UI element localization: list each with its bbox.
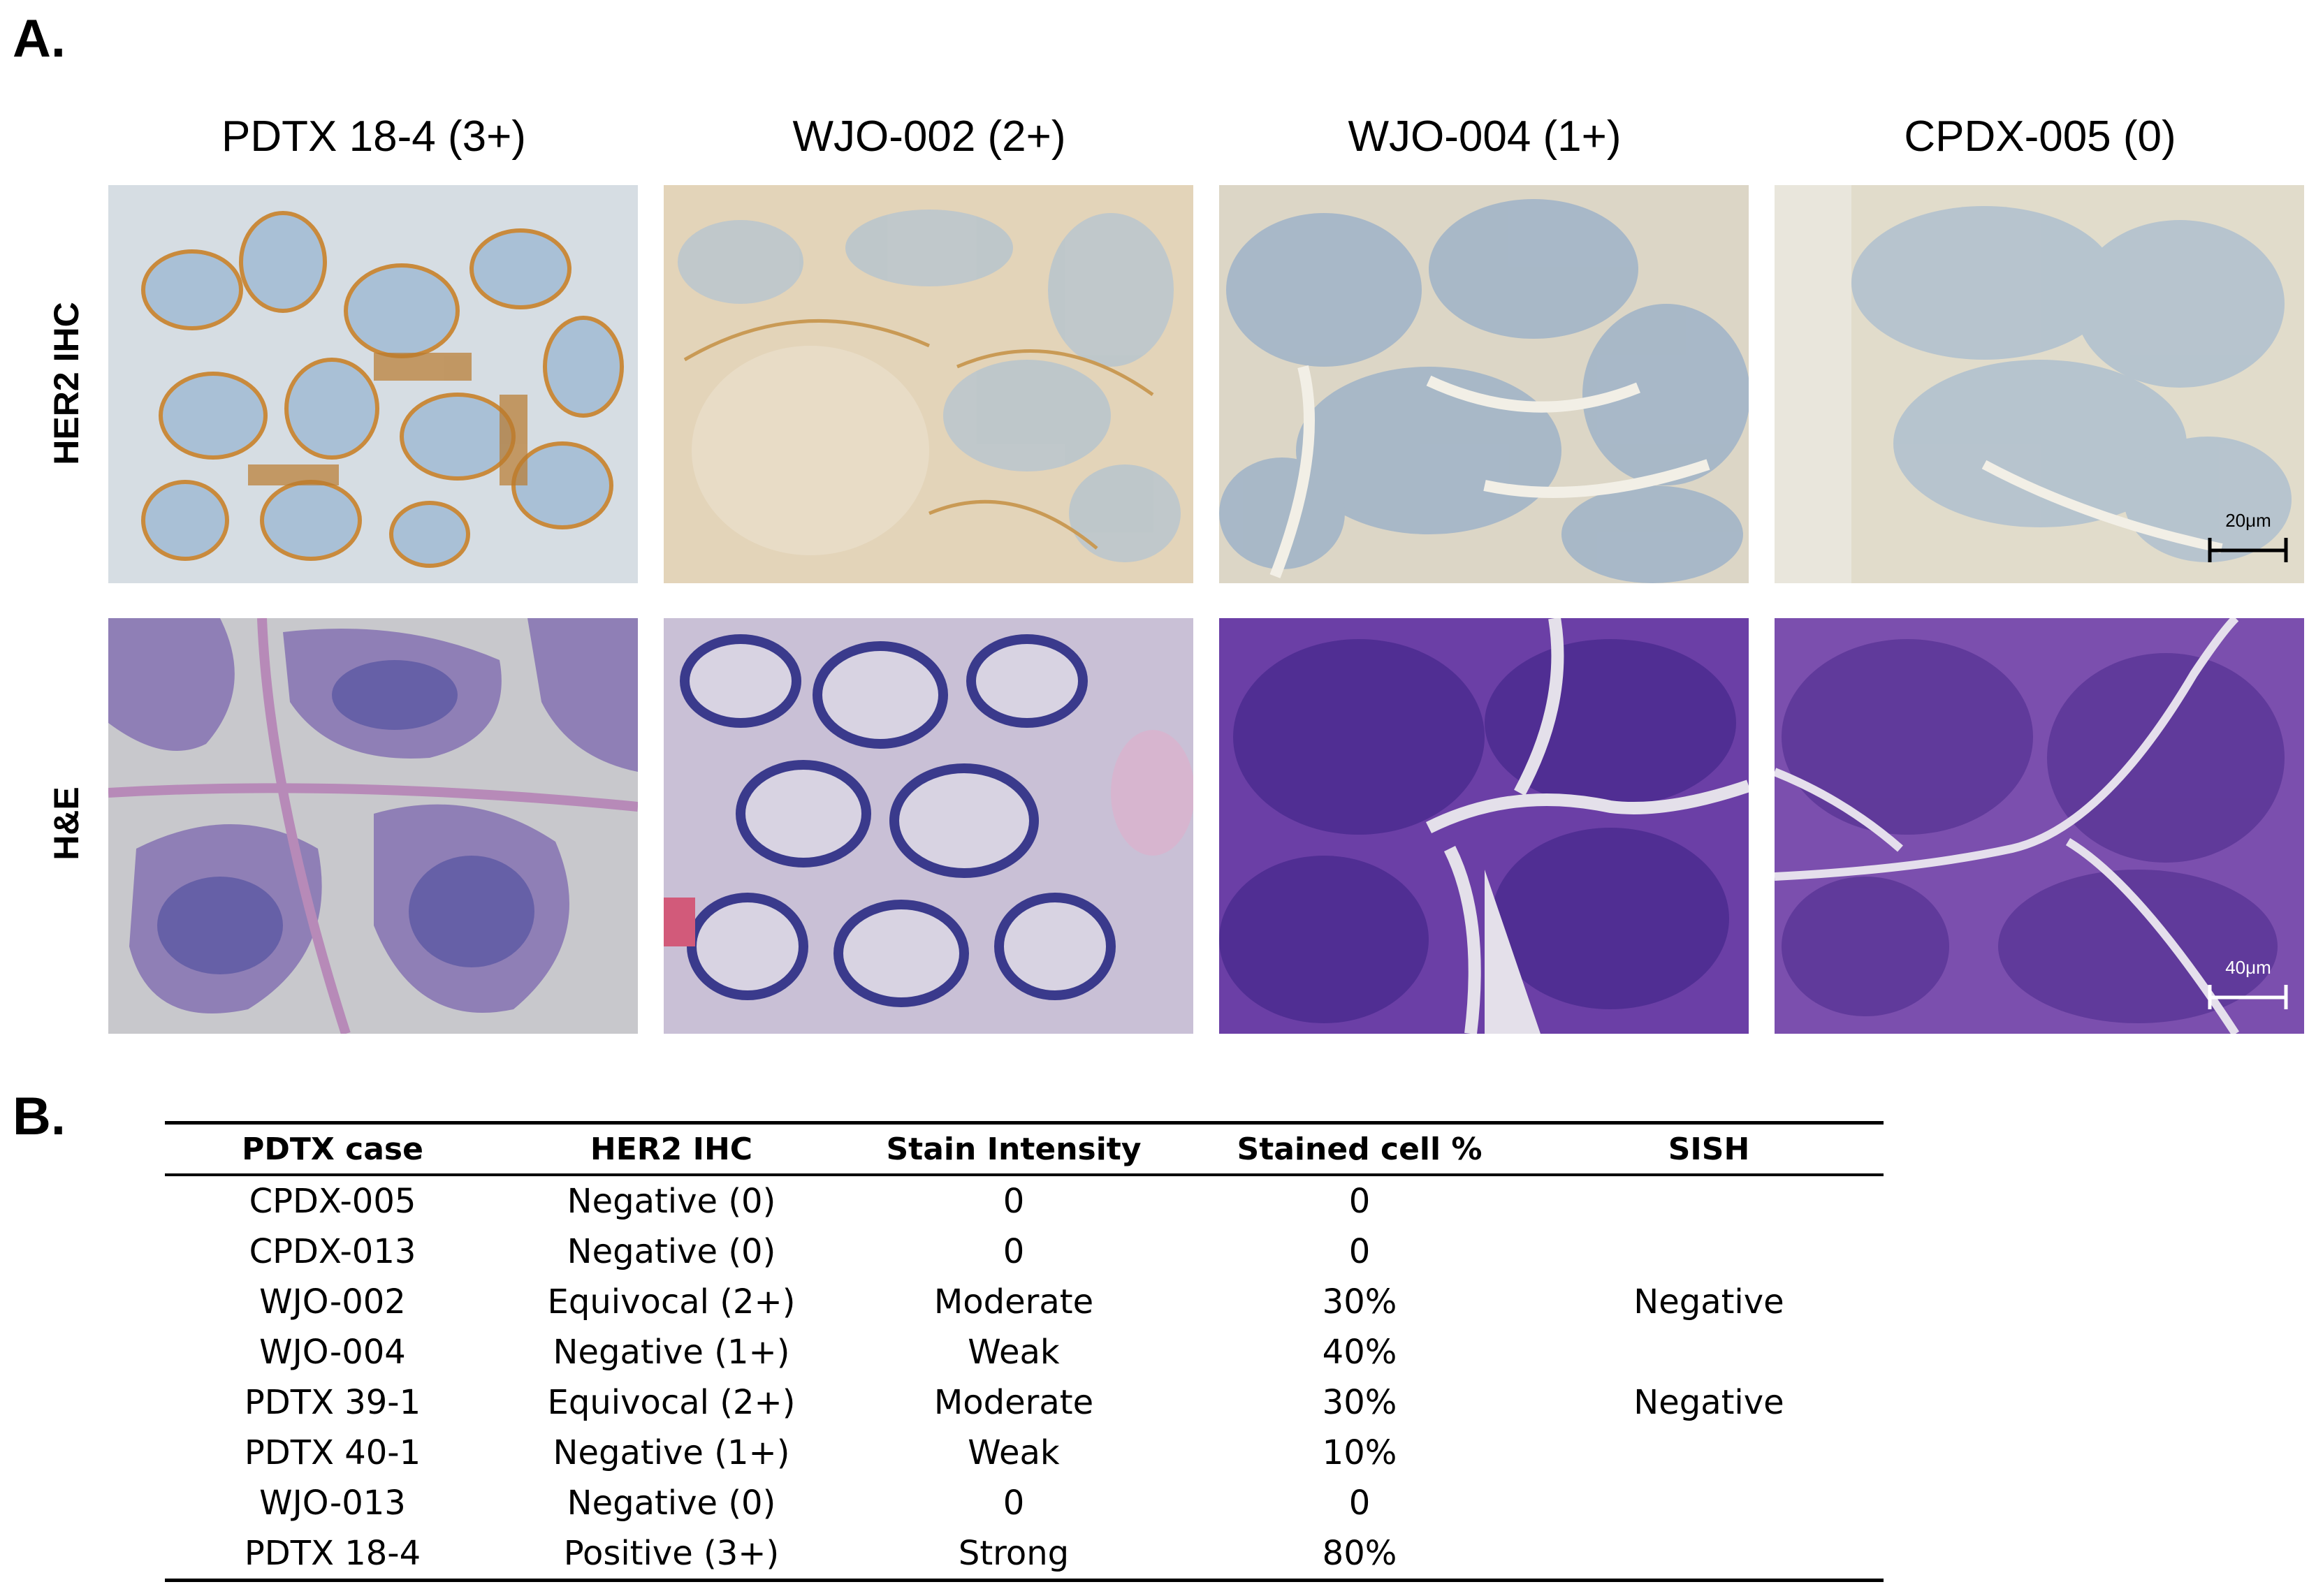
- her2-summary-table: PDTX case HER2 IHC Stain Intensity Stain…: [165, 1121, 1884, 1582]
- micrograph-ihc-wjo-002: [664, 185, 1193, 583]
- row-label-he: H&E: [47, 786, 86, 861]
- micrograph-ihc-cpdx-005: [1775, 185, 2304, 583]
- panel-b-label: B.: [13, 1087, 66, 1146]
- table-bottom-rule: [165, 1579, 1884, 1582]
- header-sish: SISH: [1668, 1131, 1750, 1167]
- cell-intensity: Moderate: [933, 1383, 1094, 1422]
- cell-her2-ihc: Negative (0): [567, 1182, 776, 1221]
- cell-her2-ihc: Negative (1+): [553, 1433, 790, 1472]
- cell-stained-pct: 30%: [1322, 1282, 1397, 1322]
- table-row: CPDX-005 Negative (0) 0 0: [165, 1176, 1884, 1227]
- column-header-cpdx-005: CPDX-005 (0): [1904, 112, 2176, 161]
- cell-case: PDTX 40-1: [244, 1433, 421, 1472]
- cell-stained-pct: 0: [1348, 1232, 1371, 1271]
- cell-her2-ihc: Negative (0): [567, 1232, 776, 1271]
- cell-case: WJO-002: [259, 1282, 406, 1322]
- cell-intensity: Weak: [968, 1333, 1060, 1372]
- micrograph-he-wjo-002: [664, 618, 1193, 1034]
- panel-a-label: A.: [13, 9, 66, 68]
- cell-her2-ihc: Negative (0): [567, 1484, 776, 1523]
- table-row: WJO-004 Negative (1+) Weak 40%: [165, 1327, 1884, 1377]
- cell-her2-ihc: Negative (1+): [553, 1333, 790, 1372]
- cell-stained-pct: 30%: [1322, 1383, 1397, 1422]
- header-stain-intensity: Stain Intensity: [886, 1131, 1142, 1167]
- micrograph-he-wjo-004: [1219, 618, 1749, 1034]
- header-pdtx-case: PDTX case: [242, 1131, 423, 1167]
- scale-bar-ihc: 20μm: [2208, 510, 2288, 566]
- cell-intensity: Strong: [958, 1534, 1070, 1573]
- cell-case: CPDX-013: [249, 1232, 416, 1271]
- cell-intensity: 0: [1003, 1232, 1025, 1271]
- table-row: CPDX-013 Negative (0) 0 0: [165, 1227, 1884, 1277]
- cell-case: PDTX 18-4: [244, 1534, 421, 1573]
- table-top-rule: [165, 1121, 1884, 1125]
- header-her2-ihc: HER2 IHC: [590, 1131, 753, 1167]
- cell-sish: Negative: [1633, 1282, 1784, 1322]
- cell-case: WJO-013: [259, 1484, 406, 1523]
- cell-stained-pct: 80%: [1322, 1534, 1397, 1573]
- table-row: PDTX 18-4 Positive (3+) Strong 80%: [165, 1528, 1884, 1579]
- table-header-rule: [165, 1173, 1884, 1176]
- scale-bar-ihc-label: 20μm: [2225, 510, 2271, 531]
- cell-intensity: 0: [1003, 1182, 1025, 1221]
- cell-stained-pct: 0: [1348, 1484, 1371, 1523]
- column-header-wjo-004: WJO-004 (1+): [1348, 112, 1622, 161]
- micrograph-ihc-pdtx-18-4: [108, 185, 638, 583]
- cell-sish: Negative: [1633, 1383, 1784, 1422]
- cell-case: CPDX-005: [249, 1182, 416, 1221]
- cell-her2-ihc: Equivocal (2+): [547, 1282, 796, 1322]
- cell-case: PDTX 39-1: [244, 1383, 421, 1422]
- micrograph-ihc-wjo-004: [1219, 185, 1749, 583]
- row-label-her2-ihc: HER2 IHC: [47, 302, 86, 465]
- scale-bar-he: 40μm: [2208, 957, 2288, 1013]
- table-header-row: PDTX case HER2 IHC Stain Intensity Stain…: [165, 1125, 1884, 1173]
- cell-case: WJO-004: [259, 1333, 406, 1372]
- cell-stained-pct: 40%: [1322, 1333, 1397, 1372]
- cell-intensity: 0: [1003, 1484, 1025, 1523]
- scale-bar-he-label: 40μm: [2225, 957, 2271, 978]
- table-row: PDTX 40-1 Negative (1+) Weak 10%: [165, 1428, 1884, 1478]
- header-stained-cell-pct: Stained cell %: [1237, 1131, 1483, 1167]
- micrograph-he-cpdx-005: [1775, 618, 2304, 1034]
- column-header-pdtx-18-4: PDTX 18-4 (3+): [221, 112, 526, 161]
- micrograph-he-pdtx-18-4: [108, 618, 638, 1034]
- cell-her2-ihc: Positive (3+): [563, 1534, 780, 1573]
- cell-intensity: Moderate: [933, 1282, 1094, 1322]
- cell-stained-pct: 0: [1348, 1182, 1371, 1221]
- table-row: WJO-013 Negative (0) 0 0: [165, 1478, 1884, 1528]
- cell-her2-ihc: Equivocal (2+): [547, 1383, 796, 1422]
- cell-stained-pct: 10%: [1322, 1433, 1397, 1472]
- table-row: PDTX 39-1 Equivocal (2+) Moderate 30% Ne…: [165, 1377, 1884, 1428]
- cell-intensity: Weak: [968, 1433, 1060, 1472]
- column-header-wjo-002: WJO-002 (2+): [792, 112, 1066, 161]
- table-row: WJO-002 Equivocal (2+) Moderate 30% Nega…: [165, 1277, 1884, 1327]
